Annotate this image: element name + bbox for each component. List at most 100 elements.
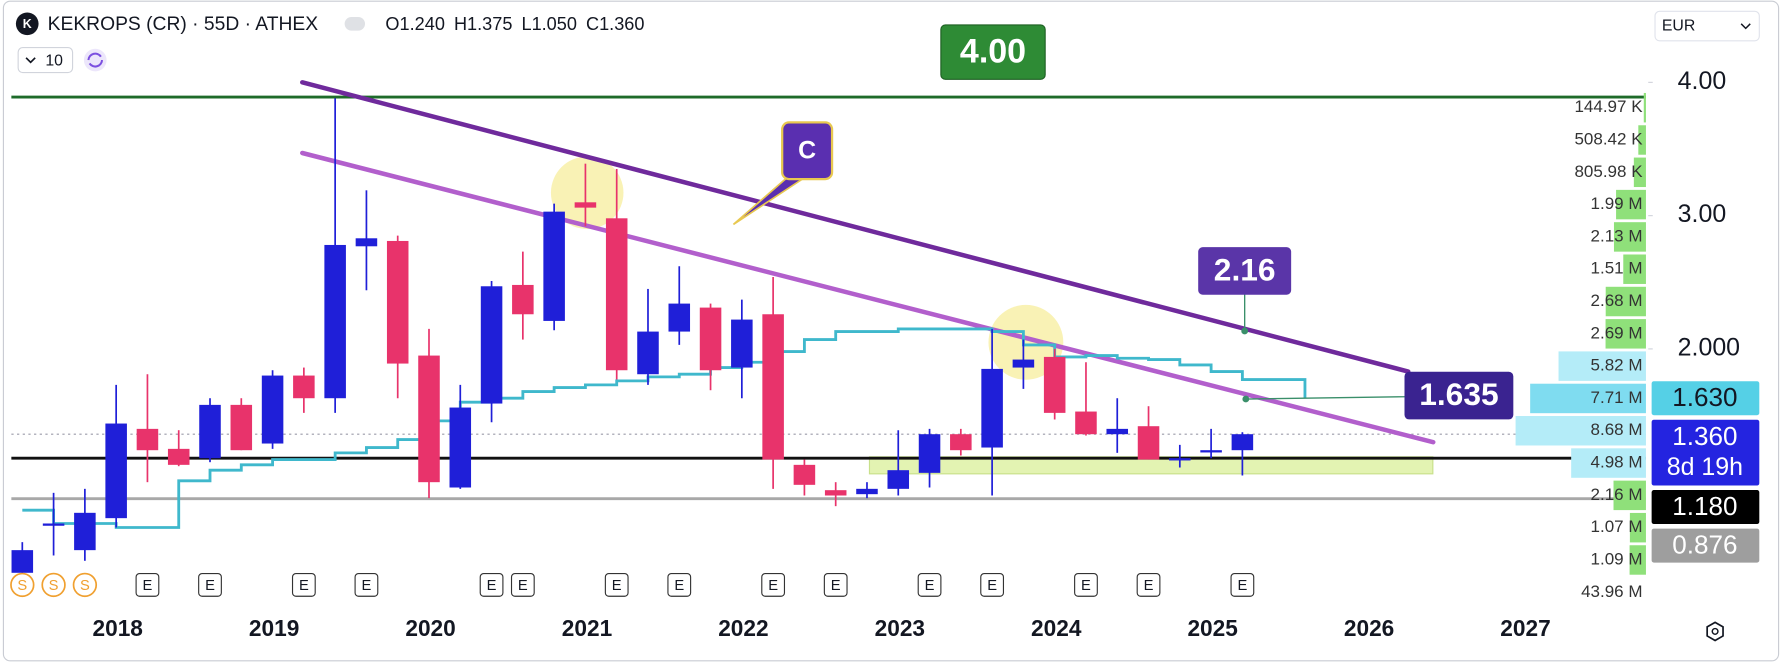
chevron	[25, 57, 36, 64]
event-marker	[41, 572, 66, 598]
x-tick-label: 2019	[249, 615, 299, 641]
candle-body	[1137, 426, 1160, 460]
candle-body	[668, 303, 691, 332]
chevron	[1740, 23, 1751, 30]
ohlc-value: 1.050	[532, 14, 577, 34]
event-marker	[198, 573, 222, 597]
event-label: E	[1237, 578, 1247, 594]
volume-label: 1.99 M	[1591, 194, 1643, 213]
price-badge-label: 1.180	[1672, 491, 1737, 521]
anchor-dot	[1242, 395, 1250, 403]
settings-button[interactable]	[1706, 621, 1724, 642]
candle-body	[1043, 356, 1066, 413]
event-marker	[1136, 573, 1161, 597]
candle-body	[574, 202, 597, 208]
event-label: E	[925, 578, 935, 594]
volume-bar	[1633, 157, 1646, 188]
ohlc-value: 1.240	[400, 14, 445, 34]
volume-label: 2.16 M	[1591, 485, 1643, 504]
event-marker	[291, 573, 316, 597]
volume-label: 508.42 K	[1574, 129, 1643, 148]
candle-body	[167, 448, 190, 465]
volume-label: 8.68 M	[1591, 420, 1643, 439]
event-marker	[1230, 573, 1255, 597]
event-label: E	[143, 578, 153, 594]
candle-body	[981, 368, 1003, 448]
event-label: E	[831, 578, 841, 594]
volume-bar	[1638, 125, 1646, 155]
x-tick-label: 2020	[405, 615, 455, 641]
header: K KEKROPS (CR) · 55D · ATHEX O1.240 H1.37…	[15, 10, 1760, 642]
price-badge	[1651, 528, 1760, 563]
symbol-title[interactable]: KEKROPS (CR) · 55D · ATHEX	[48, 14, 319, 35]
ohlc-value: 1.375	[467, 14, 512, 34]
volume-bar	[1629, 512, 1646, 543]
event-marker	[1074, 573, 1098, 597]
volume-bar	[1623, 254, 1646, 284]
volume-label: 144.97 K	[1574, 97, 1643, 116]
event-label: E	[612, 578, 622, 594]
highlight-circle	[550, 156, 624, 229]
event-marker	[510, 573, 535, 597]
price-badge	[1651, 490, 1760, 525]
refresh-button[interactable]	[83, 48, 107, 72]
candle-body	[1075, 411, 1097, 435]
candle-body	[512, 284, 534, 315]
volume-bar	[1605, 286, 1646, 317]
candle-body	[11, 550, 34, 573]
trend-line	[300, 80, 1411, 374]
event-label: E	[487, 578, 497, 594]
x-tick-label: 2024	[1031, 615, 1082, 641]
event-label: S	[49, 578, 59, 594]
candle-body	[793, 464, 816, 485]
event-marker	[72, 572, 98, 598]
lower-line-badge-label: 1.635	[1419, 376, 1498, 412]
event-marker	[604, 573, 629, 597]
logo-letter: K	[23, 17, 32, 31]
candle-body	[1169, 458, 1191, 461]
candle-body	[856, 488, 878, 495]
ohlc: O1.240 H1.375 L1.050 C1.360	[385, 14, 644, 34]
upper-line-badge	[1198, 247, 1292, 295]
upper-line-badge-label: 2.16	[1214, 251, 1276, 287]
ohlc-key: H	[454, 14, 467, 34]
volume-label: 5.82 M	[1591, 356, 1643, 375]
candle-body	[699, 307, 722, 371]
volume-bar	[1629, 545, 1646, 575]
candle-body	[355, 238, 378, 247]
refresh-icon	[87, 52, 104, 68]
candle-body	[74, 512, 96, 551]
candle-body	[1200, 450, 1222, 453]
candle-body	[1106, 428, 1129, 435]
event-label: E	[674, 578, 684, 594]
x-tick-label: 2025	[1187, 615, 1237, 641]
x-tick-label: 2027	[1500, 615, 1550, 641]
volume-label: 2.13 M	[1591, 226, 1643, 245]
candle-body	[637, 331, 659, 375]
volume-bar	[1643, 92, 1646, 123]
event-label: S	[80, 578, 90, 594]
volume-total: 43.96 M	[1581, 582, 1642, 601]
ohlc-key: O	[385, 14, 399, 34]
settings-icon	[1711, 627, 1719, 635]
candle-body	[887, 470, 910, 489]
event-marker	[917, 573, 942, 597]
candle-body	[105, 423, 127, 519]
currency-button[interactable]	[1654, 10, 1760, 42]
candle-body	[1012, 359, 1035, 368]
event-label: E	[768, 578, 778, 594]
interval-button[interactable]	[17, 47, 74, 74]
y-tick-label: 2.000	[1678, 333, 1740, 361]
top-badge	[940, 24, 1046, 80]
candle-body	[136, 428, 159, 451]
event-marker	[135, 573, 160, 597]
x-tick-label: 2021	[562, 615, 612, 641]
volume-bar	[1530, 383, 1646, 414]
candle-body	[543, 211, 565, 321]
price-badge-label: 0.876	[1672, 530, 1737, 560]
volume-label: 1.51 M	[1591, 259, 1643, 278]
price-badge-label: 1.630	[1672, 382, 1737, 412]
drawings-under	[550, 156, 1434, 475]
event-marker	[479, 573, 504, 597]
volume-bar	[1571, 448, 1646, 478]
